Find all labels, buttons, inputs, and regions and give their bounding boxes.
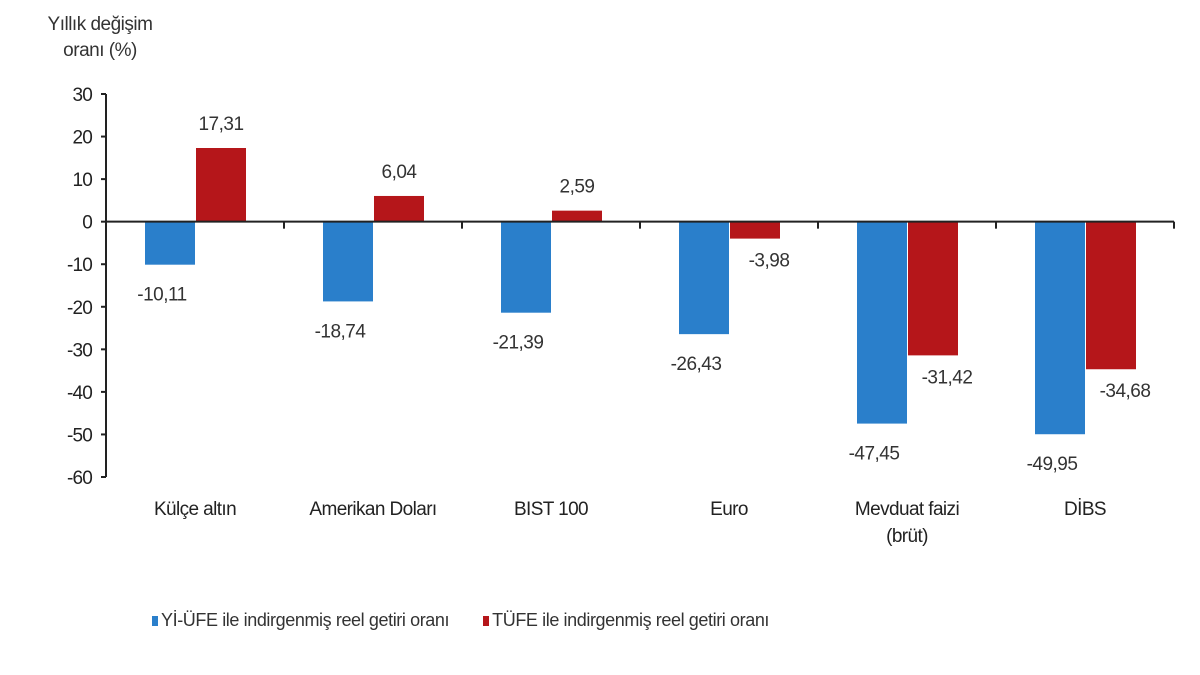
- y-tick-label: 30: [72, 85, 92, 106]
- y-axis-title-line-2: oranı (%): [63, 40, 137, 61]
- y-tick-label: 20: [72, 128, 92, 149]
- data-label-tufe-1: 6,04: [382, 162, 418, 183]
- y-tick-label: -20: [67, 298, 92, 319]
- data-label-yi-ufe-2: -21,39: [493, 333, 544, 354]
- data-label-yi-ufe-4: -47,45: [849, 444, 900, 465]
- category-label-1: Amerikan Doları: [309, 499, 436, 520]
- category-label-0: Külçe altın: [154, 499, 236, 520]
- data-label-yi-ufe-3: -26,43: [671, 354, 722, 375]
- bar-tufe-4: [908, 221, 958, 356]
- y-tick-label: -10: [67, 255, 92, 276]
- category-label-5: DİBS: [1064, 499, 1106, 520]
- bar-yi-ufe-4: [857, 221, 907, 424]
- legend-item-tufe: TÜFE ile indirgenmiş reel getiri oranı: [483, 610, 769, 631]
- bar-tufe-5: [1086, 221, 1136, 370]
- data-label-yi-ufe-1: -18,74: [315, 321, 367, 342]
- bar-tufe-0: [196, 148, 246, 222]
- bar-yi-ufe-3: [679, 221, 729, 335]
- y-tick-label: -50: [67, 425, 92, 446]
- y-tick-label: 0: [82, 213, 92, 234]
- y-tick-label: 10: [72, 170, 92, 191]
- y-tick-label: -40: [67, 383, 92, 404]
- bar-chart: -10,11 -18,74 -21,39 -26,43 -47,45 -49,95 17,3…: [67, 85, 1175, 547]
- data-label-tufe-3: -3,98: [749, 251, 790, 272]
- category-label-4: Mevduat faizi: [855, 499, 959, 520]
- data-label-tufe-5: -34,68: [1100, 381, 1151, 402]
- legend-swatch-tufe: [483, 615, 490, 626]
- category-label-3: Euro: [710, 499, 748, 520]
- bars-layer: [145, 148, 1136, 435]
- bar-yi-ufe-5: [1035, 221, 1085, 435]
- y-tick-label: -60: [67, 468, 92, 489]
- data-label-tufe-4: -31,42: [922, 367, 973, 388]
- legend: Yİ-ÜFE ile indirgenmiş reel getiri oranı…: [152, 610, 803, 631]
- category-label-4: (brüt): [886, 526, 928, 547]
- bar-yi-ufe-1: [323, 221, 373, 302]
- bar-tufe-3: [730, 221, 780, 239]
- bar-yi-ufe-2: [501, 221, 551, 313]
- axes-layer: [101, 93, 1175, 478]
- legend-swatch-yi-ufe: [152, 615, 158, 626]
- data-label-yi-ufe-0: -10,11: [137, 285, 186, 306]
- labels-layer: -10,11 -18,74 -21,39 -26,43 -47,45 -49,95 17,3…: [67, 85, 1151, 547]
- bar-yi-ufe-0: [145, 221, 195, 265]
- data-label-tufe-0: 17,31: [198, 114, 243, 135]
- data-label-yi-ufe-5: -49,95: [1027, 454, 1078, 475]
- legend-label-yi-ufe: Yİ-ÜFE ile indirgenmiş reel getiri oranı: [161, 610, 450, 630]
- legend-label-tufe: TÜFE ile indirgenmiş reel getiri oranı: [492, 610, 770, 630]
- legend-item-yi-ufe: Yİ-ÜFE ile indirgenmiş reel getiri oranı: [152, 610, 450, 631]
- y-tick-label: -30: [67, 340, 92, 361]
- data-label-tufe-2: 2,59: [560, 177, 595, 198]
- bar-tufe-2: [552, 210, 602, 222]
- y-axis-title: Yıllık değişim oranı (%): [20, 12, 180, 64]
- category-label-2: BIST 100: [514, 499, 588, 520]
- bar-tufe-1: [374, 195, 424, 222]
- y-axis-title-line-1: Yıllık değişim: [47, 14, 153, 35]
